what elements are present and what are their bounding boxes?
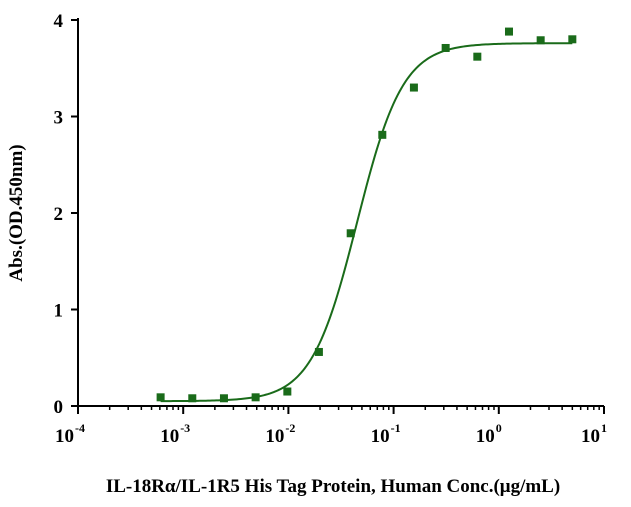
- x-tick-exponent: -3: [180, 421, 190, 435]
- y-axis: 0 1 2 3 4: [54, 11, 79, 418]
- data-point: [536, 36, 545, 45]
- data-point: [219, 394, 228, 403]
- data-point: [473, 52, 482, 61]
- y-tick-label: 0: [54, 397, 64, 418]
- data-point: [346, 229, 355, 238]
- x-tick-base: 10: [371, 426, 390, 447]
- x-tick-exponent: 1: [601, 421, 607, 435]
- data-points: [156, 27, 577, 403]
- data-point: [504, 27, 513, 36]
- x-axis-label: IL-18Rα/IL-1R5 His Tag Protein, Human Co…: [106, 476, 560, 497]
- y-tick-label: 4: [54, 11, 64, 32]
- x-axis: 10 -4 10 -3 10 -2 10 -1 10 0 10 1: [55, 405, 607, 447]
- data-point: [568, 35, 577, 44]
- x-tick-label: 10 1: [581, 421, 607, 447]
- x-tick-exponent: 0: [496, 421, 502, 435]
- x-tick-label: 10 0: [476, 421, 502, 447]
- data-point: [283, 387, 292, 396]
- data-point: [378, 130, 387, 139]
- data-point: [314, 347, 323, 356]
- y-tick-label: 2: [54, 204, 64, 225]
- x-tick-base: 10: [581, 426, 600, 447]
- data-point: [156, 393, 165, 402]
- x-tick-base: 10: [265, 426, 284, 447]
- y-tick-label: 1: [54, 301, 64, 322]
- data-point: [251, 393, 260, 402]
- x-tick-label: 10 -1: [371, 421, 401, 447]
- x-tick-label: 10 -4: [55, 421, 85, 447]
- data-point: [188, 394, 197, 403]
- x-tick-exponent: -4: [75, 421, 85, 435]
- data-point: [441, 43, 450, 52]
- x-tick-base: 10: [476, 426, 495, 447]
- fit-curve: [160, 42, 573, 403]
- data-point: [409, 83, 418, 92]
- x-tick-exponent: -2: [285, 421, 295, 435]
- x-tick-label: 10 -3: [160, 421, 190, 447]
- x-tick-base: 10: [160, 426, 179, 447]
- y-tick-label: 3: [54, 108, 64, 129]
- y-axis-label: Abs.(OD.450nm): [6, 144, 27, 281]
- x-tick-exponent: -1: [391, 421, 401, 435]
- x-tick-label: 10 -2: [265, 421, 295, 447]
- x-tick-base: 10: [55, 426, 74, 447]
